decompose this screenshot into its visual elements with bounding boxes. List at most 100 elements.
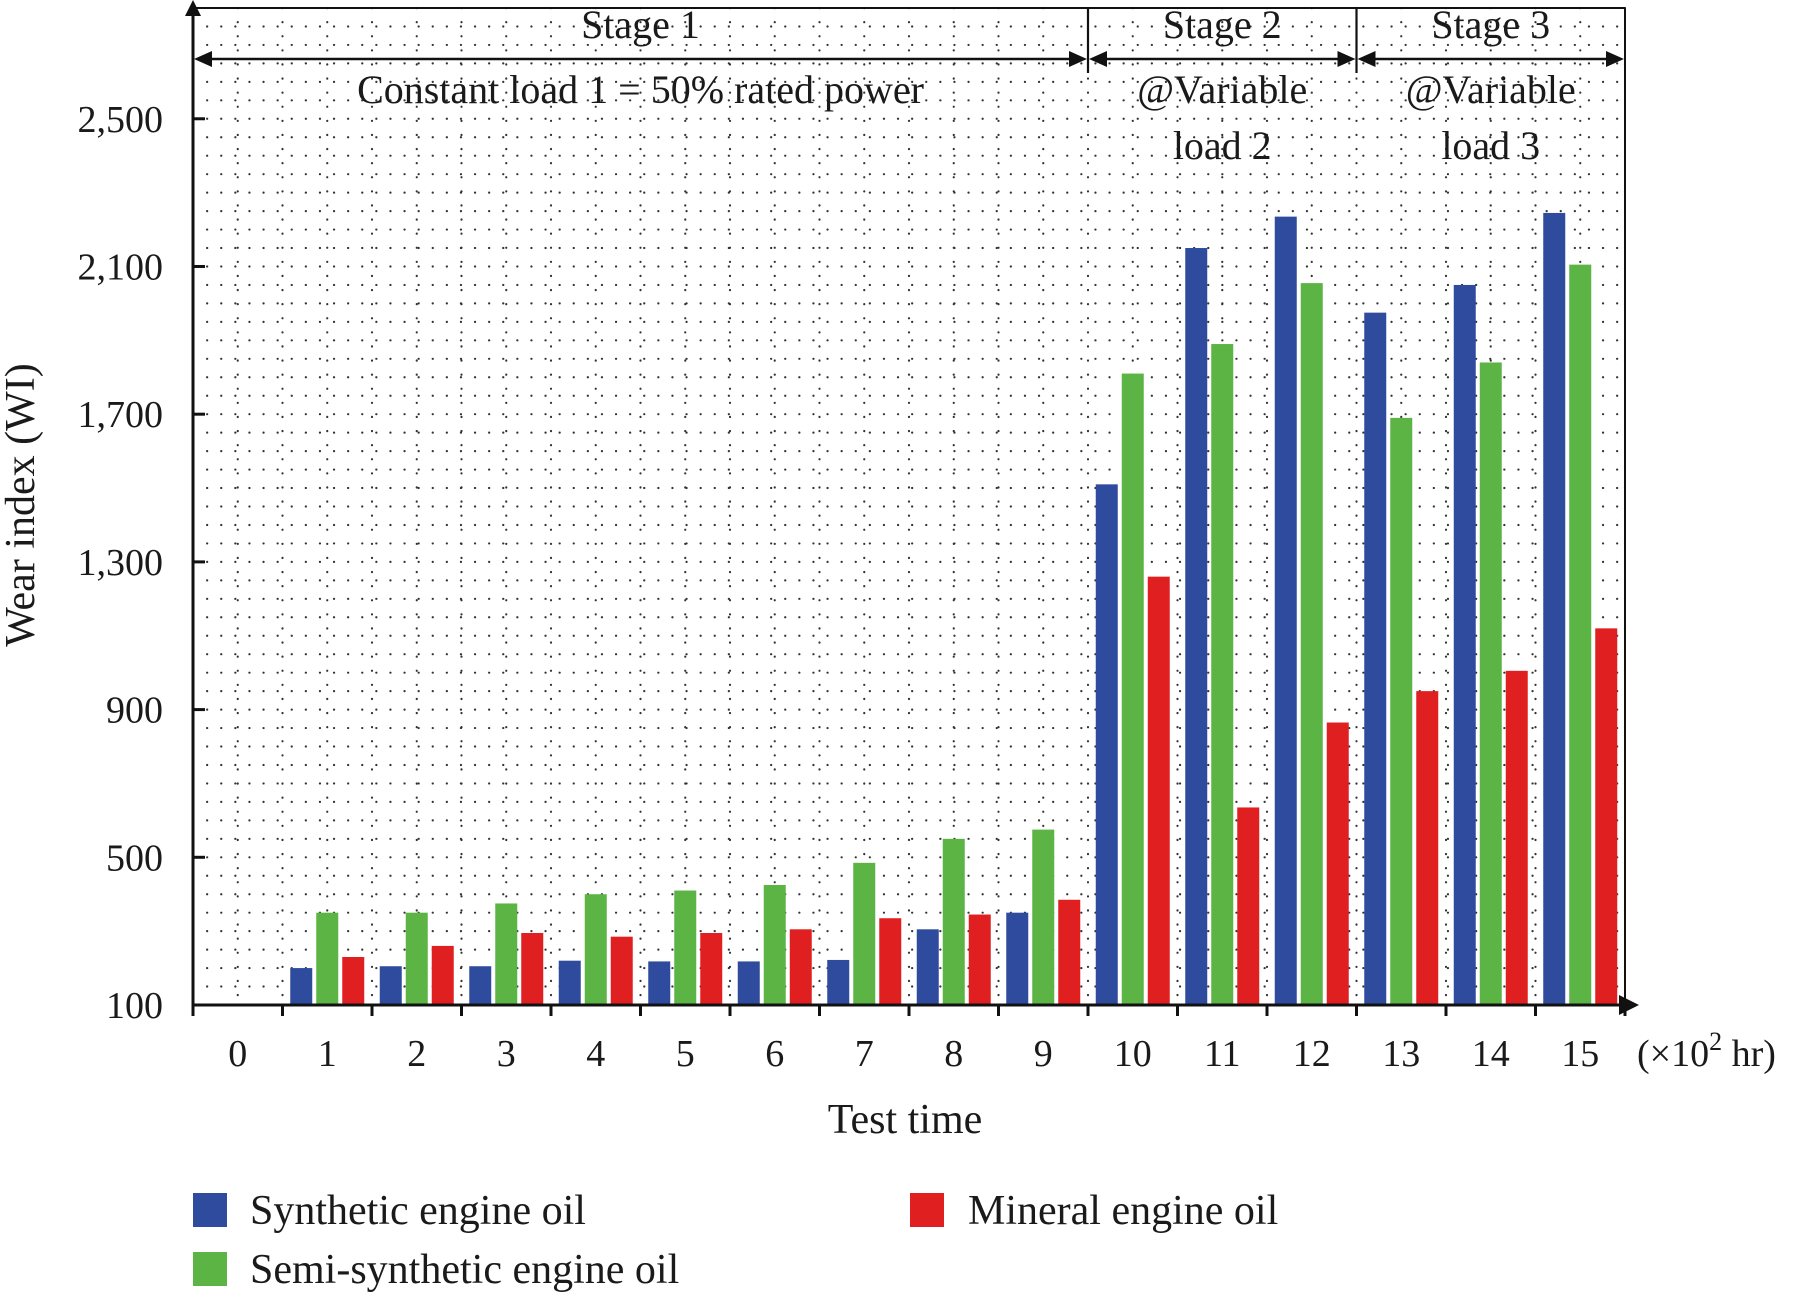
x-tick-label: 6 — [765, 1033, 784, 1075]
y-axis-arrow — [185, 0, 201, 16]
grid — [191, 6, 1627, 1007]
bar — [1326, 722, 1349, 1005]
bar — [1147, 576, 1170, 1005]
bar — [610, 936, 633, 1005]
x-axis-arrow — [1619, 995, 1639, 1015]
x-axis-unit-exponent: 2 — [1709, 1027, 1722, 1056]
y-tick-label: 900 — [106, 690, 163, 732]
stage-arrow-head-right — [1606, 51, 1624, 67]
bar — [1032, 829, 1055, 1005]
x-tick-label: 10 — [1114, 1033, 1152, 1075]
bar — [1364, 312, 1387, 1005]
stage-arrow-head-right — [1337, 51, 1356, 67]
y-tick-label: 100 — [106, 985, 163, 1027]
stage-arrow-head-left — [194, 51, 212, 67]
x-tick-label: 11 — [1204, 1033, 1241, 1075]
y-tick-label: 2,500 — [78, 99, 164, 141]
legend: Synthetic engine oil Semi-synthetic engi… — [193, 1188, 1278, 1293]
bar — [1390, 417, 1413, 1005]
bar — [469, 966, 492, 1005]
bar — [342, 956, 365, 1005]
x-tick-label: 4 — [586, 1033, 605, 1075]
stage-label: Stage 1 — [581, 2, 700, 47]
x-tick-label: 15 — [1561, 1033, 1599, 1075]
bar — [853, 862, 876, 1005]
bar — [1505, 670, 1528, 1005]
bar — [558, 960, 581, 1005]
bar — [1058, 899, 1081, 1005]
stage-condition-line-1: @Variable — [1406, 67, 1576, 112]
bar — [968, 914, 991, 1005]
y-tick-label: 1,300 — [78, 542, 164, 584]
bar — [1416, 691, 1439, 1005]
stage-label: Stage 2 — [1163, 2, 1282, 47]
bar — [495, 903, 518, 1005]
bar — [1095, 484, 1118, 1005]
bar — [1121, 373, 1144, 1006]
bars — [290, 212, 1618, 1006]
x-tick-label: 8 — [944, 1033, 963, 1075]
bar — [584, 894, 607, 1005]
x-tick-label: 5 — [676, 1033, 695, 1075]
x-tick-label: 12 — [1293, 1033, 1331, 1075]
bar — [1237, 807, 1260, 1005]
x-tick-label: 0 — [228, 1033, 247, 1075]
x-axis-title: Test time — [828, 1097, 983, 1143]
x-axis-unit-prefix: (×10 — [1637, 1033, 1709, 1075]
bar — [1006, 912, 1029, 1005]
x-tick-label: 9 — [1034, 1033, 1053, 1075]
bar — [431, 945, 454, 1005]
bar — [521, 932, 544, 1005]
y-axis-title: Wear index (WI) — [0, 363, 44, 646]
bar — [290, 968, 313, 1005]
stage-arrow-head-right — [1069, 51, 1087, 67]
legend-swatch-synthetic — [193, 1193, 227, 1227]
bar — [763, 884, 786, 1005]
legend-label-mineral: Mineral engine oil — [968, 1188, 1278, 1234]
bar — [379, 966, 402, 1005]
legend-swatch-mineral — [910, 1193, 944, 1227]
bar — [1300, 283, 1323, 1005]
bar — [1453, 284, 1476, 1005]
stage-condition-line-2: load 3 — [1441, 123, 1540, 168]
bar — [1595, 628, 1618, 1005]
x-tick-label: 1 — [318, 1033, 337, 1075]
stage-label: Stage 3 — [1431, 2, 1550, 47]
legend-swatch-semi-synthetic — [193, 1252, 227, 1286]
bar — [648, 961, 671, 1005]
bar — [1543, 212, 1566, 1005]
bar — [942, 838, 965, 1005]
bar — [700, 932, 723, 1005]
bar — [789, 929, 812, 1005]
x-tick-label: 2 — [407, 1033, 426, 1075]
stage-annotations: Stage 1 Constant load 1 = 50% rated power… — [194, 2, 1624, 168]
x-tick-label: 3 — [497, 1033, 516, 1075]
legend-label-semi-synthetic: Semi-synthetic engine oil — [250, 1247, 679, 1293]
stage-condition-line-1: @Variable — [1137, 67, 1307, 112]
stage-arrow-head-left — [1089, 51, 1107, 67]
stage-arrow-head-left — [1357, 51, 1376, 67]
y-tick-label: 1,700 — [78, 394, 164, 436]
x-tick-label: 7 — [855, 1033, 874, 1075]
legend-label-synthetic: Synthetic engine oil — [250, 1188, 586, 1234]
bar — [1479, 362, 1502, 1005]
x-axis-unit: (×102 hr) — [1637, 1027, 1776, 1075]
bar — [674, 890, 697, 1005]
x-tick-label: 14 — [1472, 1033, 1510, 1075]
bar — [737, 961, 760, 1005]
stage-condition-line-2: load 2 — [1173, 123, 1272, 168]
bar — [1569, 264, 1592, 1005]
bar — [316, 912, 339, 1005]
y-tick-label: 2,100 — [78, 246, 164, 288]
x-tick-label: 13 — [1382, 1033, 1420, 1075]
y-tick-label: 500 — [106, 837, 163, 879]
bar — [1185, 248, 1208, 1005]
bar — [1274, 216, 1297, 1006]
stage-condition-line-1: Constant load 1 = 50% rated power — [357, 67, 924, 112]
bar — [916, 929, 939, 1005]
bar — [879, 918, 902, 1005]
bar — [1211, 344, 1234, 1005]
